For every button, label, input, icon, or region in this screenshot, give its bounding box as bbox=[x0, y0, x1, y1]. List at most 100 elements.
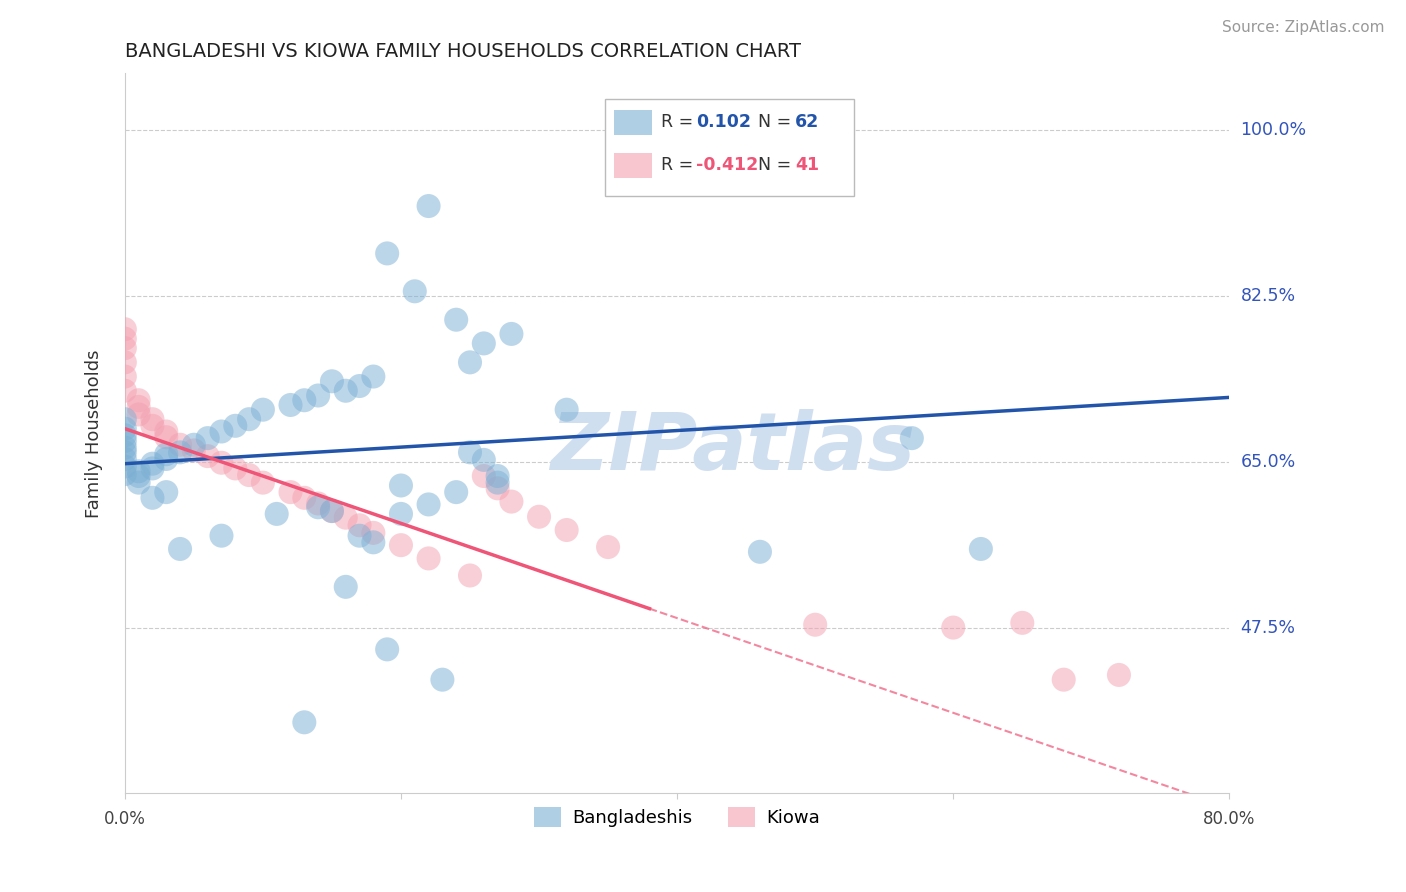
Point bbox=[486, 475, 509, 490]
Text: 80.0%: 80.0% bbox=[1204, 811, 1256, 829]
FancyBboxPatch shape bbox=[614, 153, 652, 178]
Point bbox=[349, 518, 371, 533]
Point bbox=[804, 617, 827, 632]
Point bbox=[141, 418, 163, 433]
Point bbox=[211, 456, 233, 470]
Point bbox=[363, 369, 385, 384]
Point bbox=[211, 425, 233, 439]
Point bbox=[197, 431, 219, 445]
Point bbox=[252, 402, 274, 417]
Point bbox=[128, 393, 150, 408]
Point bbox=[128, 464, 150, 478]
Point bbox=[141, 461, 163, 475]
Point bbox=[238, 412, 260, 426]
Point bbox=[307, 496, 329, 510]
Point bbox=[1011, 615, 1033, 630]
Point bbox=[335, 580, 357, 594]
Point bbox=[472, 453, 495, 467]
Point bbox=[555, 402, 578, 417]
Point bbox=[197, 449, 219, 463]
Point bbox=[114, 369, 136, 384]
Point bbox=[418, 498, 440, 512]
Point bbox=[224, 461, 246, 475]
Point bbox=[335, 510, 357, 524]
Point bbox=[128, 408, 150, 422]
Point bbox=[321, 504, 343, 518]
Text: N =: N = bbox=[747, 156, 796, 174]
Text: 62: 62 bbox=[796, 112, 820, 130]
Point bbox=[266, 507, 288, 521]
Y-axis label: Family Households: Family Households bbox=[86, 349, 103, 517]
Point bbox=[292, 715, 315, 730]
Point bbox=[114, 322, 136, 336]
Text: Source: ZipAtlas.com: Source: ZipAtlas.com bbox=[1222, 20, 1385, 35]
Point bbox=[280, 485, 302, 500]
Text: BANGLADESHI VS KIOWA FAMILY HOUSEHOLDS CORRELATION CHART: BANGLADESHI VS KIOWA FAMILY HOUSEHOLDS C… bbox=[125, 42, 801, 61]
FancyBboxPatch shape bbox=[614, 110, 652, 135]
Point bbox=[375, 642, 398, 657]
Point bbox=[114, 332, 136, 346]
Text: R =: R = bbox=[661, 112, 699, 130]
Point bbox=[114, 434, 136, 448]
Text: 0.0%: 0.0% bbox=[104, 811, 146, 829]
Point bbox=[363, 525, 385, 540]
Point bbox=[363, 535, 385, 549]
Point bbox=[749, 545, 772, 559]
Point bbox=[349, 379, 371, 393]
Point bbox=[114, 452, 136, 467]
Point bbox=[114, 467, 136, 482]
Point bbox=[527, 509, 550, 524]
Point bbox=[128, 400, 150, 414]
Point bbox=[114, 412, 136, 426]
Point bbox=[169, 438, 191, 452]
Point bbox=[472, 336, 495, 351]
Point bbox=[169, 541, 191, 556]
Point bbox=[141, 457, 163, 471]
Point bbox=[472, 469, 495, 483]
Text: 100.0%: 100.0% bbox=[1240, 121, 1306, 139]
Point bbox=[155, 485, 177, 500]
Point bbox=[501, 326, 523, 341]
Point bbox=[321, 504, 343, 518]
Point bbox=[501, 494, 523, 508]
Point bbox=[375, 246, 398, 260]
Text: -0.412: -0.412 bbox=[696, 156, 758, 174]
Point bbox=[349, 529, 371, 543]
Point bbox=[114, 428, 136, 442]
Point bbox=[596, 540, 619, 554]
Point bbox=[169, 445, 191, 459]
Point bbox=[128, 469, 150, 483]
Point bbox=[432, 673, 454, 687]
Text: N =: N = bbox=[747, 112, 796, 130]
Point bbox=[389, 478, 412, 492]
Point bbox=[418, 199, 440, 213]
Point bbox=[114, 441, 136, 455]
Text: ZIPatlas: ZIPatlas bbox=[550, 409, 915, 487]
Point bbox=[114, 341, 136, 355]
Point bbox=[404, 285, 426, 299]
Point bbox=[901, 431, 924, 445]
Point bbox=[141, 412, 163, 426]
Point bbox=[183, 443, 205, 458]
Point bbox=[114, 445, 136, 459]
Point bbox=[486, 469, 509, 483]
Point bbox=[238, 468, 260, 483]
Point bbox=[114, 422, 136, 436]
Point bbox=[444, 485, 467, 500]
Point bbox=[128, 475, 150, 490]
Point bbox=[555, 523, 578, 537]
Point bbox=[335, 384, 357, 398]
Point bbox=[418, 551, 440, 566]
Point bbox=[307, 388, 329, 402]
Point bbox=[155, 425, 177, 439]
Point bbox=[486, 481, 509, 495]
Legend: Bangladeshis, Kiowa: Bangladeshis, Kiowa bbox=[527, 799, 827, 835]
Point bbox=[155, 447, 177, 461]
Point bbox=[292, 393, 315, 408]
Point bbox=[458, 355, 481, 369]
Point bbox=[970, 541, 993, 556]
Point bbox=[1053, 673, 1076, 687]
Point bbox=[155, 430, 177, 444]
Text: 82.5%: 82.5% bbox=[1240, 287, 1296, 305]
Point bbox=[307, 500, 329, 515]
